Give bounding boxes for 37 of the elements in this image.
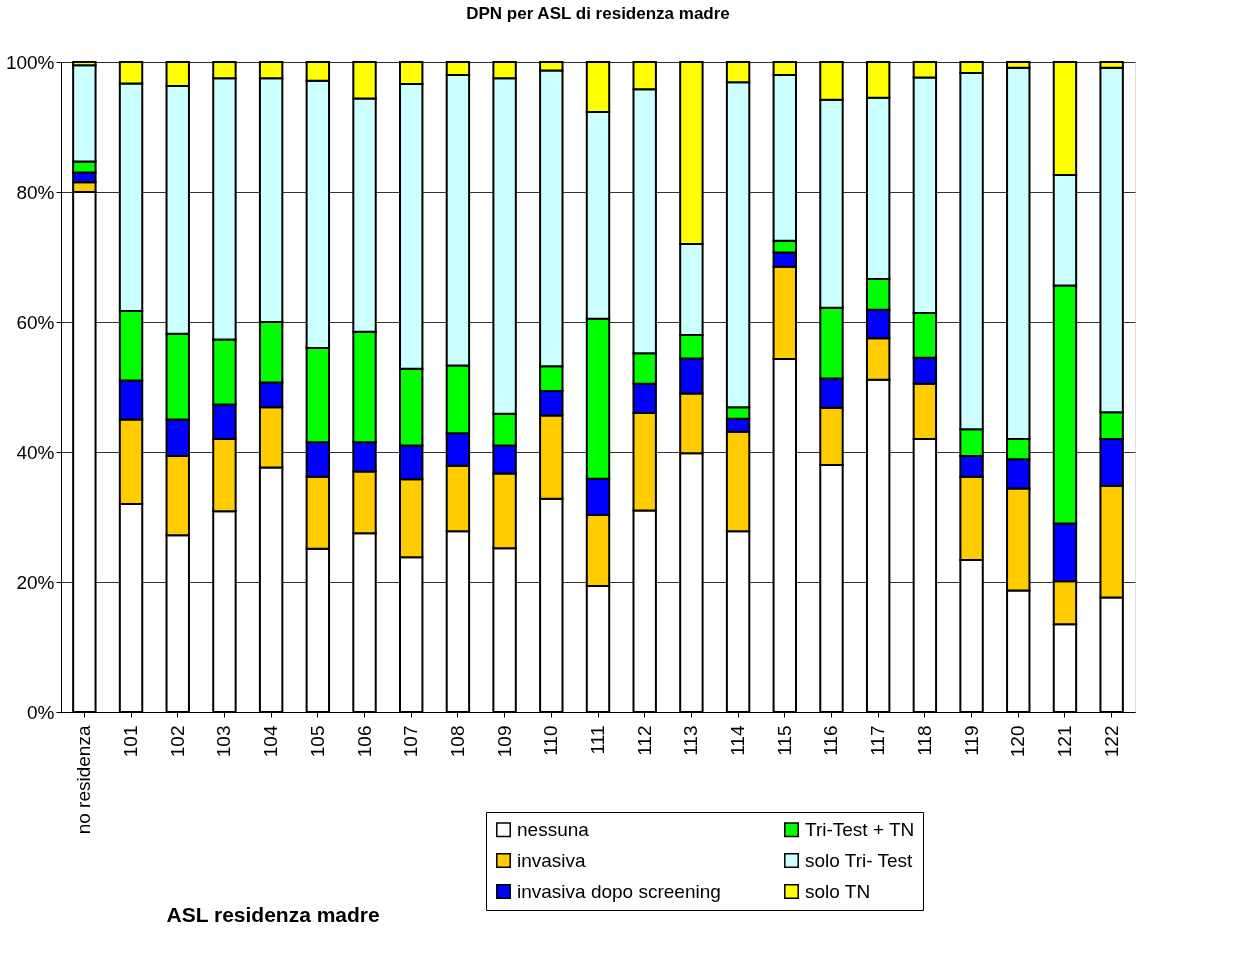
x-tick-label: 110	[540, 725, 562, 756]
x-tick-label: 117	[867, 725, 889, 756]
y-tick-label: 100%	[5, 51, 55, 73]
x-tick-label: 115	[773, 725, 795, 756]
x-tick-label: 106	[353, 725, 375, 758]
legend-label: solo Tri- Test	[805, 849, 914, 871]
x-tick-label: 101	[120, 725, 142, 758]
x-tick-label: no residenza	[73, 725, 95, 835]
x-tick-label: 118	[913, 725, 935, 756]
legend-label: Tri-Test + TN	[805, 818, 915, 840]
y-tick-label: 80%	[16, 181, 55, 203]
legend-label: solo TN	[805, 880, 871, 902]
x-tick-label: 112	[633, 725, 655, 756]
x-tick-label: 102	[166, 725, 188, 758]
x-tick-label: 122	[1100, 725, 1122, 758]
x-tick-label: 120	[1007, 725, 1029, 758]
x-tick-label: 107	[400, 725, 422, 758]
legend-label: nessuna	[517, 818, 590, 840]
chart-title: DPN per ASL di residenza madre	[466, 4, 730, 23]
x-tick-label: 119	[960, 725, 982, 756]
y-tick-label: 0%	[27, 701, 55, 723]
x-axis-title: ASL residenza madre	[166, 902, 380, 926]
legend-label: invasiva dopo screening	[517, 880, 721, 902]
legend-label: invasiva	[517, 849, 587, 871]
x-tick-label: 105	[306, 725, 328, 758]
x-tick-label: 109	[493, 725, 515, 758]
x-tick-label: 113	[680, 725, 702, 756]
x-tick-label: 104	[260, 725, 282, 758]
y-tick-label: 60%	[16, 311, 55, 333]
x-tick-label: 111	[587, 725, 608, 755]
x-tick-label: 114	[727, 725, 749, 756]
y-tick-label: 20%	[16, 571, 55, 593]
x-tick-label: 116	[820, 725, 842, 756]
x-tick-label: 108	[446, 725, 468, 758]
x-tick-label: 121	[1053, 725, 1075, 758]
x-tick-label: 103	[213, 725, 235, 758]
y-tick-label: 40%	[16, 441, 55, 463]
